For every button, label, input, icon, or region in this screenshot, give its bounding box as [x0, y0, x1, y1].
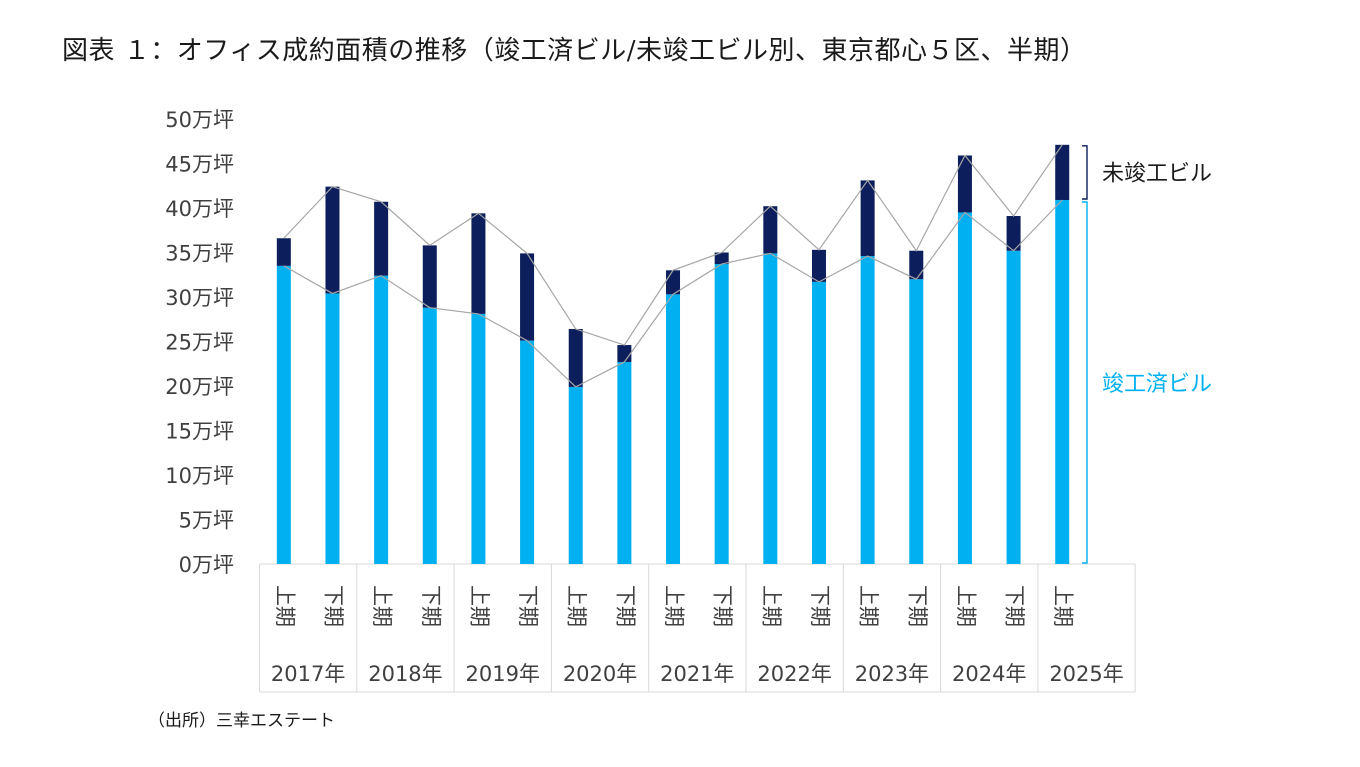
- bar-completed: [860, 256, 875, 564]
- bar-completed: [666, 294, 681, 564]
- bar-uncompleted: [276, 238, 291, 266]
- y-tick-label: 50万坪: [165, 108, 234, 132]
- y-tick-label: 15万坪: [165, 420, 234, 444]
- source-note: （出所）三幸エステート: [148, 711, 335, 731]
- x-tick-label: 下期: [905, 585, 929, 627]
- y-tick-label: 25万坪: [165, 331, 234, 355]
- bar-completed: [714, 264, 729, 564]
- bar-uncompleted: [909, 250, 924, 280]
- bar-uncompleted: [860, 180, 875, 257]
- bar-completed: [957, 212, 972, 564]
- y-tick-label: 35万坪: [165, 242, 234, 266]
- series-label-uncompleted: 未竣工ビル: [1102, 161, 1212, 186]
- y-tick-label: 10万坪: [165, 464, 234, 488]
- bar-uncompleted: [325, 186, 340, 294]
- bar-uncompleted: [763, 206, 778, 254]
- y-tick-label: 20万坪: [165, 375, 234, 399]
- chart-title: 図表 １：オフィス成約面積の推移（竣工済ビル/未竣工ビル別、東京都心５区、半期）: [62, 36, 1087, 66]
- x-tick-label: 下期: [711, 585, 735, 627]
- x-year-label: 2024年: [952, 662, 1026, 686]
- bar-completed: [1006, 250, 1021, 564]
- bar-uncompleted: [1006, 216, 1021, 251]
- bar-completed: [422, 307, 437, 564]
- bar-completed: [909, 279, 924, 564]
- x-tick-label: 上期: [467, 585, 491, 627]
- x-tick-label: 上期: [662, 585, 686, 627]
- bar-uncompleted: [617, 345, 632, 362]
- y-tick-label: 0万坪: [179, 553, 234, 577]
- series-label-completed: 竣工済ビル: [1102, 372, 1212, 397]
- x-year-label: 2019年: [466, 662, 540, 686]
- x-tick-label: 下期: [321, 585, 345, 627]
- x-year-label: 2025年: [1049, 662, 1123, 686]
- x-tick-label: 上期: [273, 585, 297, 627]
- x-year-label: 2022年: [757, 662, 831, 686]
- bar-completed: [325, 293, 340, 564]
- x-tick-label: 下期: [1003, 585, 1027, 627]
- x-tick-label: 上期: [954, 585, 978, 627]
- x-year-label: 2023年: [855, 662, 929, 686]
- y-tick-label: 5万坪: [179, 509, 234, 533]
- bar-uncompleted: [957, 155, 972, 213]
- x-year-label: 2020年: [563, 662, 637, 686]
- y-tick-label: 40万坪: [165, 197, 234, 221]
- x-year-label: 2018年: [368, 662, 442, 686]
- bracket-uncompleted: [1082, 145, 1088, 200]
- x-tick-label: 上期: [759, 585, 783, 627]
- bar-uncompleted: [520, 253, 535, 341]
- bracket-completed: [1082, 201, 1088, 564]
- bar-completed: [520, 340, 535, 564]
- bar-uncompleted: [374, 201, 389, 276]
- y-tick-label: 30万坪: [165, 286, 234, 310]
- x-tick-label: 下期: [516, 585, 540, 627]
- y-tick-label: 45万坪: [165, 153, 234, 177]
- x-tick-label: 下期: [419, 585, 443, 627]
- x-tick-label: 上期: [1051, 585, 1075, 627]
- bar-uncompleted: [568, 329, 583, 387]
- bar-completed: [276, 265, 291, 564]
- bar-completed: [1055, 199, 1070, 565]
- x-tick-label: 下期: [808, 585, 832, 627]
- x-tick-label: 下期: [613, 585, 637, 627]
- bar-uncompleted: [471, 213, 486, 314]
- bar-completed: [374, 275, 389, 564]
- bar-uncompleted: [422, 245, 437, 308]
- bar-uncompleted: [1055, 144, 1070, 200]
- bar-completed: [568, 386, 583, 564]
- bar-completed: [471, 313, 486, 564]
- x-year-label: 2021年: [660, 662, 734, 686]
- bar-uncompleted: [811, 249, 826, 282]
- bar-completed: [763, 253, 778, 564]
- x-tick-label: 上期: [565, 585, 589, 627]
- bar-completed: [617, 361, 632, 564]
- bar-completed: [811, 281, 826, 564]
- connector-line-total: [283, 144, 1063, 346]
- connector-line-completed: [283, 199, 1063, 388]
- x-tick-label: 上期: [370, 585, 394, 627]
- x-tick-label: 上期: [857, 585, 881, 627]
- x-year-label: 2017年: [271, 662, 345, 686]
- bar-uncompleted: [714, 252, 729, 265]
